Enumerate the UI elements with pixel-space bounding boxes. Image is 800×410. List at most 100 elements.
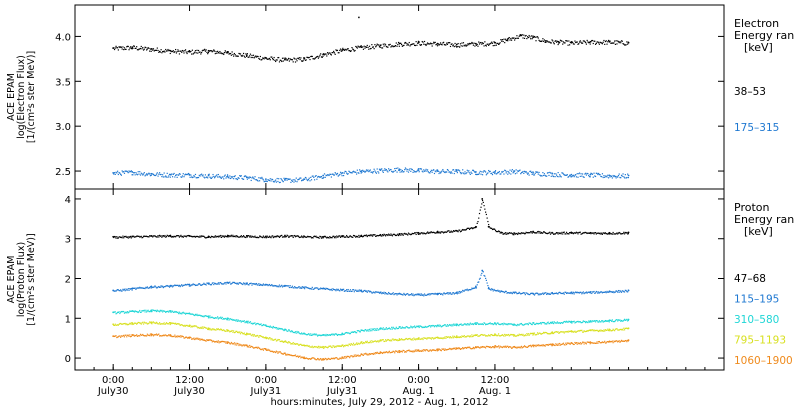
data-point bbox=[620, 291, 622, 293]
data-point bbox=[611, 329, 613, 332]
data-point bbox=[556, 175, 558, 178]
data-point bbox=[296, 60, 298, 62]
data-point bbox=[332, 334, 334, 336]
data-point bbox=[385, 327, 387, 329]
data-point bbox=[621, 340, 623, 342]
data-point bbox=[235, 320, 237, 322]
data-point bbox=[605, 40, 607, 42]
data-point bbox=[554, 292, 556, 294]
data-point bbox=[290, 286, 292, 289]
data-point bbox=[394, 293, 396, 295]
data-point bbox=[381, 339, 384, 341]
data-point bbox=[442, 294, 444, 296]
data-point bbox=[115, 171, 117, 173]
data-point bbox=[169, 49, 172, 52]
data-point bbox=[135, 322, 137, 324]
data-point bbox=[537, 323, 539, 325]
data-point bbox=[321, 346, 323, 349]
data-point bbox=[426, 293, 429, 295]
data-point bbox=[171, 335, 173, 338]
data-point bbox=[585, 330, 588, 333]
data-point bbox=[346, 290, 349, 292]
data-point bbox=[248, 235, 250, 237]
data-point bbox=[415, 350, 417, 352]
data-point bbox=[281, 57, 284, 59]
data-point bbox=[536, 36, 539, 38]
data-point bbox=[454, 170, 456, 172]
data-point bbox=[313, 58, 315, 60]
data-point bbox=[539, 345, 542, 347]
data-point bbox=[420, 232, 423, 234]
data-point bbox=[360, 46, 363, 49]
data-point bbox=[230, 319, 232, 321]
data-point bbox=[158, 286, 161, 288]
data-point bbox=[337, 333, 339, 336]
data-point bbox=[596, 329, 598, 331]
data-point bbox=[456, 172, 458, 174]
data-point bbox=[392, 46, 394, 48]
data-point bbox=[436, 232, 439, 234]
data-point bbox=[165, 311, 167, 313]
data-point bbox=[484, 275, 486, 277]
data-point bbox=[204, 48, 206, 50]
data-point bbox=[142, 310, 144, 312]
data-point bbox=[414, 325, 416, 327]
data-point bbox=[162, 323, 165, 325]
data-point bbox=[165, 322, 168, 324]
data-point bbox=[600, 42, 602, 44]
data-point bbox=[538, 293, 540, 295]
data-point bbox=[291, 180, 294, 182]
data-point bbox=[440, 293, 442, 295]
data-point bbox=[529, 232, 531, 234]
data-point bbox=[375, 235, 377, 237]
data-point bbox=[518, 291, 520, 293]
data-point bbox=[114, 323, 116, 325]
data-point bbox=[332, 51, 334, 54]
data-point bbox=[151, 334, 153, 336]
data-point bbox=[235, 178, 237, 180]
data-point bbox=[251, 346, 253, 348]
data-point bbox=[554, 40, 556, 42]
data-point bbox=[552, 40, 554, 42]
data-point bbox=[604, 43, 606, 45]
data-point bbox=[383, 45, 385, 47]
data-point bbox=[165, 175, 167, 177]
data-point bbox=[119, 312, 121, 315]
data-point bbox=[197, 236, 200, 238]
data-point bbox=[449, 231, 451, 233]
data-point bbox=[534, 293, 536, 295]
data-point bbox=[492, 171, 494, 173]
data-point bbox=[314, 175, 316, 177]
data-point bbox=[501, 171, 504, 173]
data-point bbox=[397, 293, 400, 295]
data-point bbox=[170, 311, 172, 314]
data-point bbox=[458, 169, 460, 171]
data-point bbox=[617, 233, 619, 235]
data-point bbox=[252, 347, 255, 349]
data-point bbox=[155, 322, 157, 325]
data-point bbox=[269, 350, 271, 352]
data-point bbox=[258, 336, 260, 338]
data-point bbox=[402, 339, 404, 341]
data-point bbox=[601, 341, 604, 343]
data-point bbox=[523, 34, 525, 36]
data-point bbox=[319, 358, 321, 360]
data-point bbox=[588, 329, 591, 331]
data-series bbox=[112, 16, 630, 361]
data-point bbox=[494, 322, 496, 324]
data-point bbox=[570, 291, 573, 294]
data-point bbox=[572, 321, 574, 323]
data-point bbox=[478, 347, 481, 349]
data-point bbox=[606, 329, 608, 331]
data-point bbox=[591, 291, 594, 293]
data-point bbox=[218, 235, 220, 237]
data-point bbox=[599, 291, 601, 294]
data-point bbox=[359, 343, 361, 345]
data-point bbox=[443, 348, 445, 350]
data-point bbox=[617, 329, 620, 331]
data-point bbox=[312, 333, 314, 335]
data-point bbox=[460, 348, 462, 350]
data-point bbox=[549, 42, 552, 44]
data-point bbox=[188, 285, 190, 287]
data-point bbox=[155, 309, 157, 312]
